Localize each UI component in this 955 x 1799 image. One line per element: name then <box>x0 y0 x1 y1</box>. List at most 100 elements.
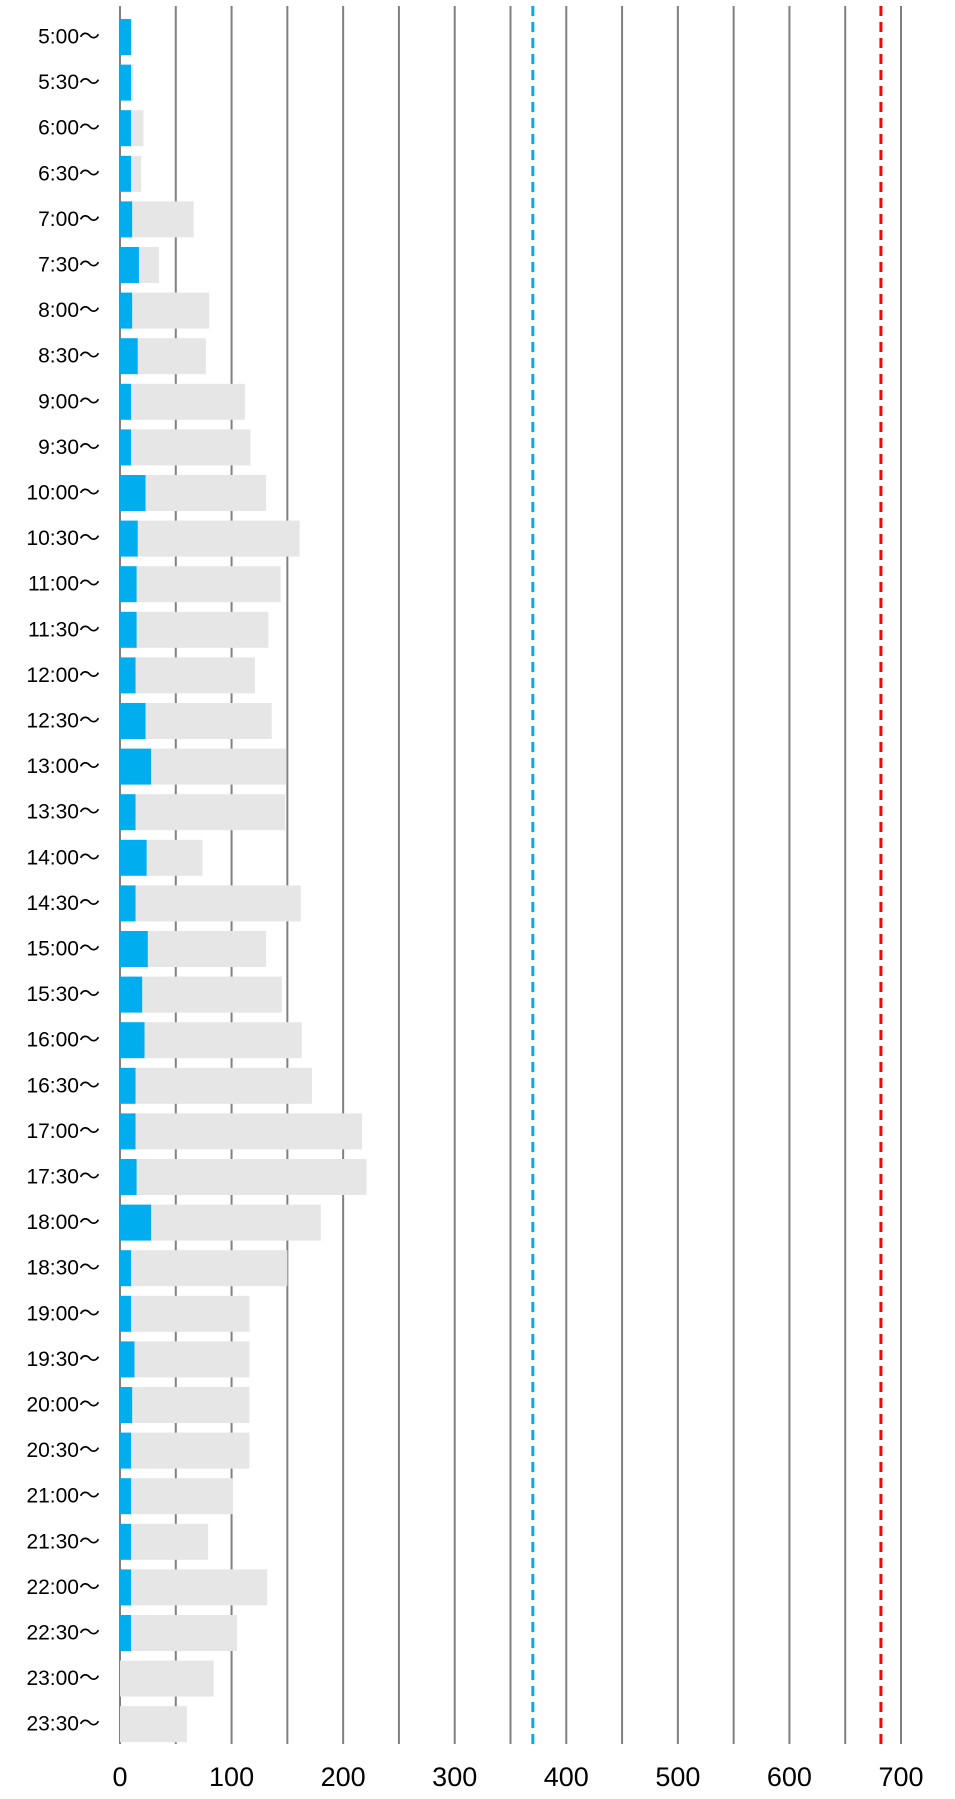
bar-series-1 <box>120 931 148 967</box>
bar-series-2 <box>135 885 301 922</box>
category-label: 8:30〜 <box>38 345 100 368</box>
bar-series-1 <box>120 110 132 147</box>
bar-series-1 <box>120 1523 132 1560</box>
category-label: 21:30〜 <box>26 1530 100 1553</box>
bar-series-1 <box>120 1478 132 1515</box>
bar-series-1 <box>120 794 136 831</box>
category-label: 22:00〜 <box>26 1576 100 1599</box>
bar-series-1 <box>120 383 132 420</box>
category-label: 11:30〜 <box>28 618 100 641</box>
bar-series-2 <box>131 1295 250 1332</box>
bar-series-2 <box>144 1022 302 1059</box>
bar-series-1 <box>120 1569 132 1606</box>
category-label: 13:30〜 <box>26 801 100 824</box>
x-tick-label: 200 <box>321 1762 366 1792</box>
category-label: 11:00〜 <box>28 573 100 596</box>
bar-series-2 <box>131 1615 238 1651</box>
bar-series-2 <box>131 429 251 466</box>
category-label: 15:00〜 <box>26 938 100 961</box>
bar-series-2 <box>120 1706 187 1743</box>
bar-series-1 <box>120 1295 132 1332</box>
bar-series-2 <box>131 1523 209 1560</box>
category-label: 10:00〜 <box>26 482 100 505</box>
category-label: 17:00〜 <box>26 1120 100 1143</box>
bar-series-1 <box>120 1159 137 1195</box>
category-label: 14:00〜 <box>26 846 100 869</box>
bar-series-2 <box>137 338 206 375</box>
bar-series-2 <box>137 520 300 557</box>
bar-series-2 <box>136 611 269 648</box>
bar-series-1 <box>120 201 133 238</box>
bar-series-1 <box>120 566 137 603</box>
category-label: 18:30〜 <box>26 1257 100 1280</box>
category-label: 19:00〜 <box>26 1302 100 1325</box>
bar-series-2 <box>138 247 160 283</box>
bar-series-2 <box>135 657 256 694</box>
category-label: 21:00〜 <box>26 1485 100 1508</box>
category-label: 23:00〜 <box>26 1667 100 1690</box>
bar-series-1 <box>120 657 136 694</box>
bar-series-1 <box>120 1341 135 1378</box>
bar-series-1 <box>120 748 152 785</box>
bar-series-1 <box>120 475 146 511</box>
bar-series-2 <box>131 1478 233 1515</box>
bar-series-2 <box>145 703 272 739</box>
bar-series-2 <box>151 1204 321 1241</box>
category-label: 18:00〜 <box>26 1211 100 1234</box>
x-tick-label: 100 <box>209 1762 254 1792</box>
bar-series-2 <box>147 931 267 967</box>
bar-series-2 <box>131 1569 268 1606</box>
bar-series-1 <box>120 1615 132 1651</box>
bar-series-1 <box>120 885 136 922</box>
category-label: 12:00〜 <box>26 664 100 687</box>
x-tick-label: 500 <box>655 1762 700 1792</box>
bar-series-2 <box>132 292 210 329</box>
bar-series-1 <box>120 703 146 739</box>
category-label: 5:00〜 <box>38 26 100 49</box>
category-label: 6:30〜 <box>38 162 100 185</box>
category-label: 7:00〜 <box>38 208 100 231</box>
bar-series-2 <box>131 1432 250 1469</box>
category-label: 22:30〜 <box>26 1622 100 1645</box>
bar-series-2 <box>145 475 267 511</box>
category-label: 9:00〜 <box>38 390 100 413</box>
bar-series-1 <box>120 1387 133 1423</box>
bar-series-1 <box>120 839 147 876</box>
category-label: 6:00〜 <box>38 117 100 140</box>
bar-series-1 <box>120 155 132 192</box>
bar-series-1 <box>120 520 138 557</box>
category-label: 5:30〜 <box>38 71 100 94</box>
category-label: 13:00〜 <box>26 755 100 778</box>
bar-series-2 <box>134 1341 250 1378</box>
bar-series-2 <box>131 155 142 192</box>
bar-series-2 <box>136 566 281 603</box>
bar-series-1 <box>120 19 132 55</box>
bar-series-1 <box>120 976 143 1013</box>
bar-series-1 <box>120 1250 132 1287</box>
category-label: 17:30〜 <box>26 1166 100 1189</box>
category-label: 10:30〜 <box>26 527 100 550</box>
category-label: 14:30〜 <box>26 892 100 915</box>
bar-series-2 <box>135 1113 363 1150</box>
bar-series-1 <box>120 64 132 101</box>
bar-series-2 <box>135 794 286 831</box>
bar-series-1 <box>120 1113 136 1150</box>
category-label: 7:30〜 <box>38 254 100 277</box>
x-tick-label: 600 <box>767 1762 812 1792</box>
bar-series-1 <box>120 1432 132 1469</box>
bar-series-2 <box>132 1387 250 1423</box>
x-tick-label: 400 <box>544 1762 589 1792</box>
bar-series-1 <box>120 1022 145 1059</box>
bar-series-1 <box>120 292 133 329</box>
bar-series-1 <box>120 611 137 648</box>
category-label: 20:30〜 <box>26 1439 100 1462</box>
bar-series-2 <box>142 976 282 1013</box>
bar-series-2 <box>136 1159 367 1195</box>
category-label: 16:00〜 <box>26 1029 100 1052</box>
bar-series-1 <box>120 338 138 375</box>
bar-series-2 <box>131 110 144 147</box>
category-label: 20:00〜 <box>26 1394 100 1417</box>
bar-series-2 <box>135 1067 312 1104</box>
bar-series-2 <box>131 383 245 420</box>
